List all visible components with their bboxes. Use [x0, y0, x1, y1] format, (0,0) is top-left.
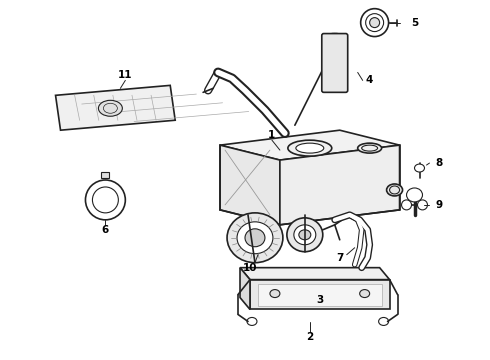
Text: 11: 11: [118, 71, 133, 80]
Ellipse shape: [245, 229, 265, 247]
Ellipse shape: [361, 9, 389, 37]
Polygon shape: [101, 172, 109, 178]
Polygon shape: [280, 145, 399, 225]
Text: 6: 6: [102, 225, 109, 235]
Text: 9: 9: [436, 200, 443, 210]
Text: 10: 10: [243, 263, 257, 273]
Ellipse shape: [237, 222, 273, 254]
Ellipse shape: [417, 200, 427, 210]
Text: 2: 2: [306, 332, 314, 342]
Ellipse shape: [415, 164, 424, 172]
Ellipse shape: [85, 180, 125, 220]
Polygon shape: [240, 268, 250, 310]
Ellipse shape: [288, 140, 332, 156]
Ellipse shape: [299, 230, 311, 240]
Ellipse shape: [93, 187, 119, 213]
Ellipse shape: [401, 200, 412, 210]
Ellipse shape: [387, 184, 403, 196]
Ellipse shape: [366, 14, 384, 32]
Text: 8: 8: [436, 158, 443, 168]
Text: 4: 4: [366, 75, 373, 85]
Text: 1: 1: [269, 130, 275, 140]
Polygon shape: [220, 145, 280, 225]
Polygon shape: [258, 284, 382, 306]
Text: 3: 3: [316, 294, 323, 305]
Ellipse shape: [227, 213, 283, 263]
Ellipse shape: [270, 289, 280, 298]
Ellipse shape: [358, 143, 382, 153]
Polygon shape: [55, 85, 175, 130]
Ellipse shape: [294, 225, 316, 245]
Ellipse shape: [287, 218, 323, 252]
Ellipse shape: [296, 143, 324, 153]
Ellipse shape: [407, 188, 422, 202]
Polygon shape: [220, 130, 399, 160]
Polygon shape: [250, 280, 390, 310]
FancyBboxPatch shape: [322, 33, 348, 92]
Ellipse shape: [324, 33, 346, 41]
Polygon shape: [240, 268, 390, 280]
Ellipse shape: [98, 100, 122, 116]
Text: 7: 7: [336, 253, 343, 263]
Text: 5: 5: [411, 18, 418, 28]
Ellipse shape: [360, 289, 369, 298]
Ellipse shape: [369, 18, 380, 28]
